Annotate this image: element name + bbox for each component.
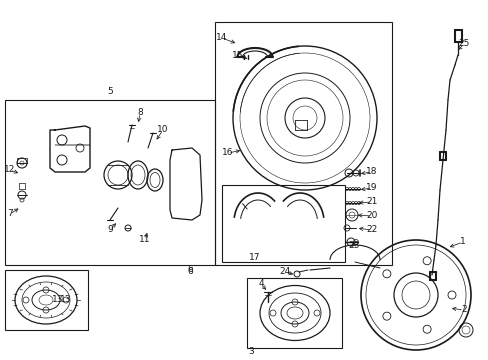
Text: 11: 11	[139, 235, 150, 244]
Text: 24: 24	[279, 267, 290, 276]
Bar	[215, 22, 391, 265]
Text: 12: 12	[4, 166, 16, 175]
Text: 18: 18	[366, 167, 377, 176]
Bar	[222, 185, 345, 262]
Text: 13: 13	[52, 296, 63, 305]
Text: 13: 13	[60, 296, 71, 305]
Text: 8: 8	[137, 108, 142, 117]
Text: 9: 9	[107, 225, 113, 234]
Text: 21: 21	[366, 198, 377, 207]
Text: 1: 1	[459, 238, 465, 247]
Text: 14: 14	[216, 33, 227, 42]
Text: 22: 22	[366, 225, 377, 234]
Text: 15: 15	[232, 50, 243, 59]
Text: 4: 4	[258, 279, 263, 288]
Text: 20: 20	[366, 211, 377, 220]
Text: 19: 19	[366, 184, 377, 193]
Text: 16: 16	[222, 148, 233, 157]
Bar	[246, 278, 341, 348]
Text: 17: 17	[249, 253, 260, 262]
Text: 25: 25	[457, 40, 469, 49]
Text: 3: 3	[247, 347, 253, 356]
Bar	[5, 100, 215, 265]
Text: 6: 6	[187, 265, 192, 274]
Text: 5: 5	[107, 87, 113, 96]
Text: 2: 2	[460, 306, 466, 315]
Text: 7: 7	[7, 210, 13, 219]
Bar	[5, 270, 88, 330]
Text: 23: 23	[347, 242, 359, 251]
Text: 6: 6	[187, 267, 192, 276]
Text: 10: 10	[157, 126, 168, 135]
